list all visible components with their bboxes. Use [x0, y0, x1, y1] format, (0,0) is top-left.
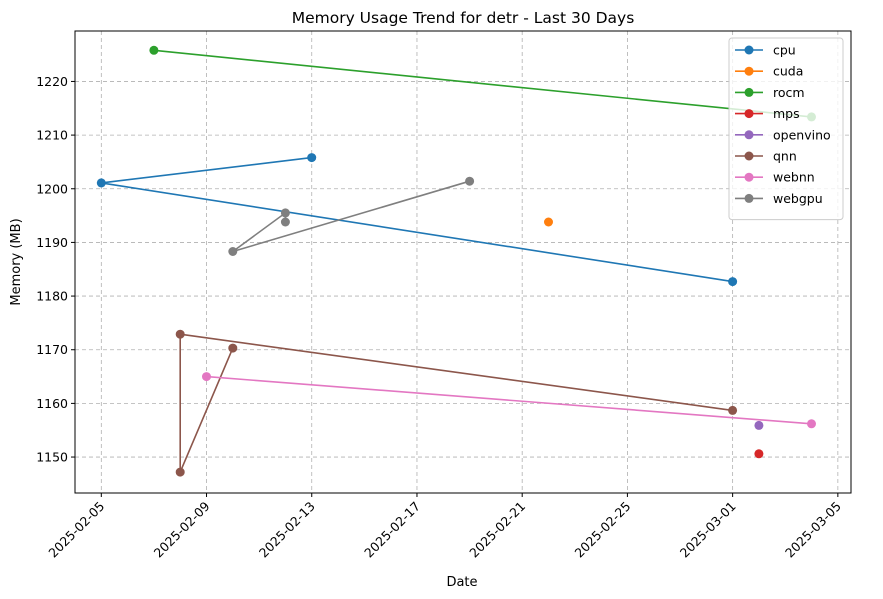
- y-tick-label: 1200: [36, 181, 68, 196]
- legend-marker-webgpu: [744, 193, 754, 203]
- legend-box: [728, 37, 844, 221]
- y-axis-label: Memory (MB): [9, 218, 24, 305]
- y-tick-label: 1150: [36, 450, 68, 465]
- legend-marker-cpu: [744, 45, 754, 55]
- data-point-webnn: [202, 372, 211, 382]
- data-point-qnn: [228, 343, 238, 353]
- data-point-cpu: [307, 153, 317, 163]
- series-line-rocm: [153, 49, 812, 118]
- series-line-webnn: [206, 375, 812, 425]
- legend-label-mps: mps: [773, 106, 800, 121]
- legend: cpu cuda rocm mps openvino qnn webnn webgpu: [728, 37, 844, 221]
- legend-marker-cuda: [744, 66, 754, 76]
- legend-label-webgpu: webgpu: [773, 191, 823, 206]
- chart-title: Memory Usage Trend for detr - Last 30 Da…: [292, 9, 635, 27]
- data-point-rocm: [149, 45, 159, 55]
- grid: [75, 31, 851, 493]
- legend-marker-qnn: [744, 151, 754, 161]
- data-point-webgpu: [280, 217, 290, 227]
- y-tick-label: 1190: [36, 235, 68, 250]
- legend-label-qnn: qnn: [773, 149, 797, 164]
- series-cpu: [96, 153, 738, 287]
- legend-marker-webnn: [744, 172, 754, 182]
- legend-label-rocm: rocm: [773, 85, 805, 100]
- data-point-webnn: [807, 419, 816, 429]
- x-axis-label: Date: [446, 575, 477, 590]
- y-tick-label: 1160: [36, 396, 68, 411]
- legend-marker-mps: [744, 109, 754, 119]
- series-line-webgpu: [232, 180, 470, 253]
- legend-marker-rocm: [744, 87, 754, 97]
- data-point-openvino: [754, 420, 764, 430]
- data-point-mps: [754, 449, 764, 459]
- legend-label-cpu: cpu: [773, 43, 796, 58]
- legend-label-webnn: webnn: [773, 170, 815, 185]
- series-group: [96, 45, 816, 477]
- series-webnn: [202, 372, 816, 429]
- y-tick-label: 1210: [36, 128, 68, 143]
- legend-marker-openvino: [744, 130, 754, 140]
- plot-frame: [74, 30, 852, 494]
- data-point-cpu: [728, 277, 738, 287]
- y-tick-label: 1170: [36, 342, 68, 357]
- data-point-qnn: [175, 329, 185, 339]
- series-openvino: [754, 420, 764, 430]
- data-point-qnn: [728, 405, 738, 415]
- data-point-webgpu: [280, 208, 290, 218]
- series-webgpu: [228, 176, 475, 256]
- series-mps: [754, 449, 764, 459]
- legend-label-cuda: cuda: [773, 64, 803, 79]
- y-tick-label: 1220: [36, 74, 68, 89]
- data-point-cuda: [544, 217, 553, 227]
- y-tick-label: 1180: [36, 289, 68, 304]
- series-qnn: [175, 329, 738, 477]
- data-point-webgpu: [228, 247, 238, 256]
- data-point-qnn: [175, 467, 185, 477]
- series-cuda: [544, 217, 553, 227]
- data-point-cpu: [96, 178, 106, 188]
- legend-label-openvino: openvino: [773, 127, 831, 142]
- series-line-qnn: [179, 333, 733, 473]
- data-point-webgpu: [465, 176, 475, 186]
